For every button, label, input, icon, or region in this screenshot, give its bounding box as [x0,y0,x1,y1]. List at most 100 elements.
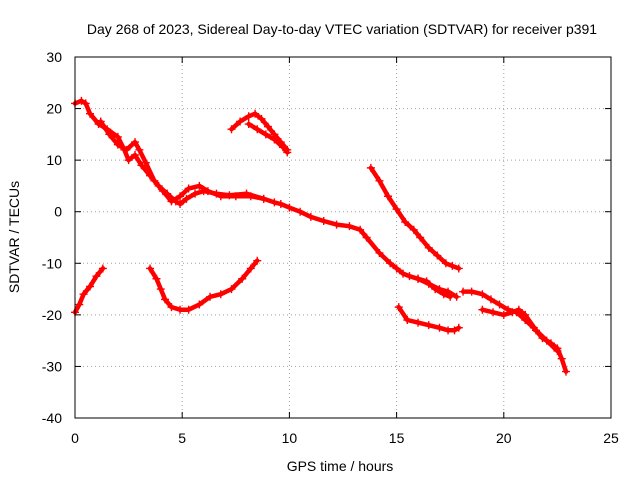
data-point [246,192,255,201]
data-point [332,220,341,229]
data-point [276,199,285,208]
x-tick-label: 25 [603,430,619,446]
data-point [384,192,393,201]
data-point [236,117,245,126]
data-point [253,125,262,134]
data-point [176,192,185,201]
data-point [227,285,236,294]
data-point [79,290,88,299]
data-point [531,326,540,335]
data-point [259,194,268,203]
data-point [86,109,95,118]
data-point [146,264,155,273]
series-track-7 [366,163,463,273]
data-point [296,207,305,216]
data-point [122,145,131,154]
data-point [557,354,566,363]
data-point [319,216,328,225]
x-axis-label: GPS time / hours [287,458,394,474]
data-point [561,367,570,376]
data-point [216,290,225,299]
data-point [424,243,433,252]
y-tick-label: 10 [46,152,62,168]
series-trace [460,289,569,374]
data-point [454,264,463,273]
data-point [454,323,463,332]
data-point [405,272,414,281]
data-point [135,145,144,154]
data-point [263,122,272,131]
data-point [184,184,193,193]
series-track-5 [71,264,107,317]
x-tick-label: 20 [496,430,512,446]
data-point [86,282,95,291]
data-point [386,259,395,268]
data-point [167,303,176,312]
data-point [253,256,262,265]
data-point [257,114,266,123]
data-point [131,138,140,147]
tick-layer: 0 5 10 15 20 25 30 20 10 0 -10 -20 -30 -40 [42,49,619,446]
chart-title: Day 268 of 2023, Sidereal Day-to-day VTE… [87,21,597,37]
data-point [261,130,270,139]
data-point [553,346,562,355]
data-point [542,336,551,345]
data-point [98,264,107,273]
data-point [246,264,255,273]
data-point [448,261,457,270]
data-point [167,197,176,206]
grid-layer [75,57,611,418]
data-point [433,251,442,260]
data-point [216,192,225,201]
x-tick-label: 15 [389,430,405,446]
data-point [244,112,253,121]
data-point [231,192,240,201]
data-point [409,225,418,234]
data-point [244,120,253,129]
data-point [375,176,384,185]
data-point [113,132,122,141]
data-point [486,295,495,304]
series-track-2 [96,117,268,206]
data-point [238,274,247,283]
data-point [435,323,444,332]
y-tick-label: -40 [42,410,62,426]
data-point [176,305,185,314]
data-point [161,295,170,304]
x-tick-label: 10 [282,430,298,446]
data-point [131,150,140,159]
data-point [195,300,204,309]
series-track-8 [394,303,463,335]
y-tick-label: -20 [42,307,62,323]
data-point [137,161,146,170]
y-tick-label: 0 [54,204,62,220]
series-trace [368,165,462,271]
data-point [251,109,260,118]
data-point [362,233,371,242]
data-point [459,287,468,296]
data-point [394,303,403,312]
data-point [514,305,523,314]
data-point [467,287,476,296]
data-point [414,318,423,327]
y-tick-label: -30 [42,358,62,374]
data-point [141,158,150,167]
y-axis-label: SDTVAR / TECUs [6,181,22,293]
data-point [184,305,193,314]
data-point [416,233,425,242]
series-track-6 [146,256,262,314]
data-point [424,279,433,288]
y-tick-label: 20 [46,101,62,117]
series-trace [147,258,260,312]
data-point [191,189,200,198]
data-point [508,308,517,317]
data-point [152,274,161,283]
data-point [182,194,191,203]
data-point [77,96,86,105]
data-point [452,292,461,301]
data-point [283,148,292,157]
data-point [75,300,84,309]
series-trace [246,121,290,155]
data-point [206,292,215,301]
data-point [176,199,185,208]
